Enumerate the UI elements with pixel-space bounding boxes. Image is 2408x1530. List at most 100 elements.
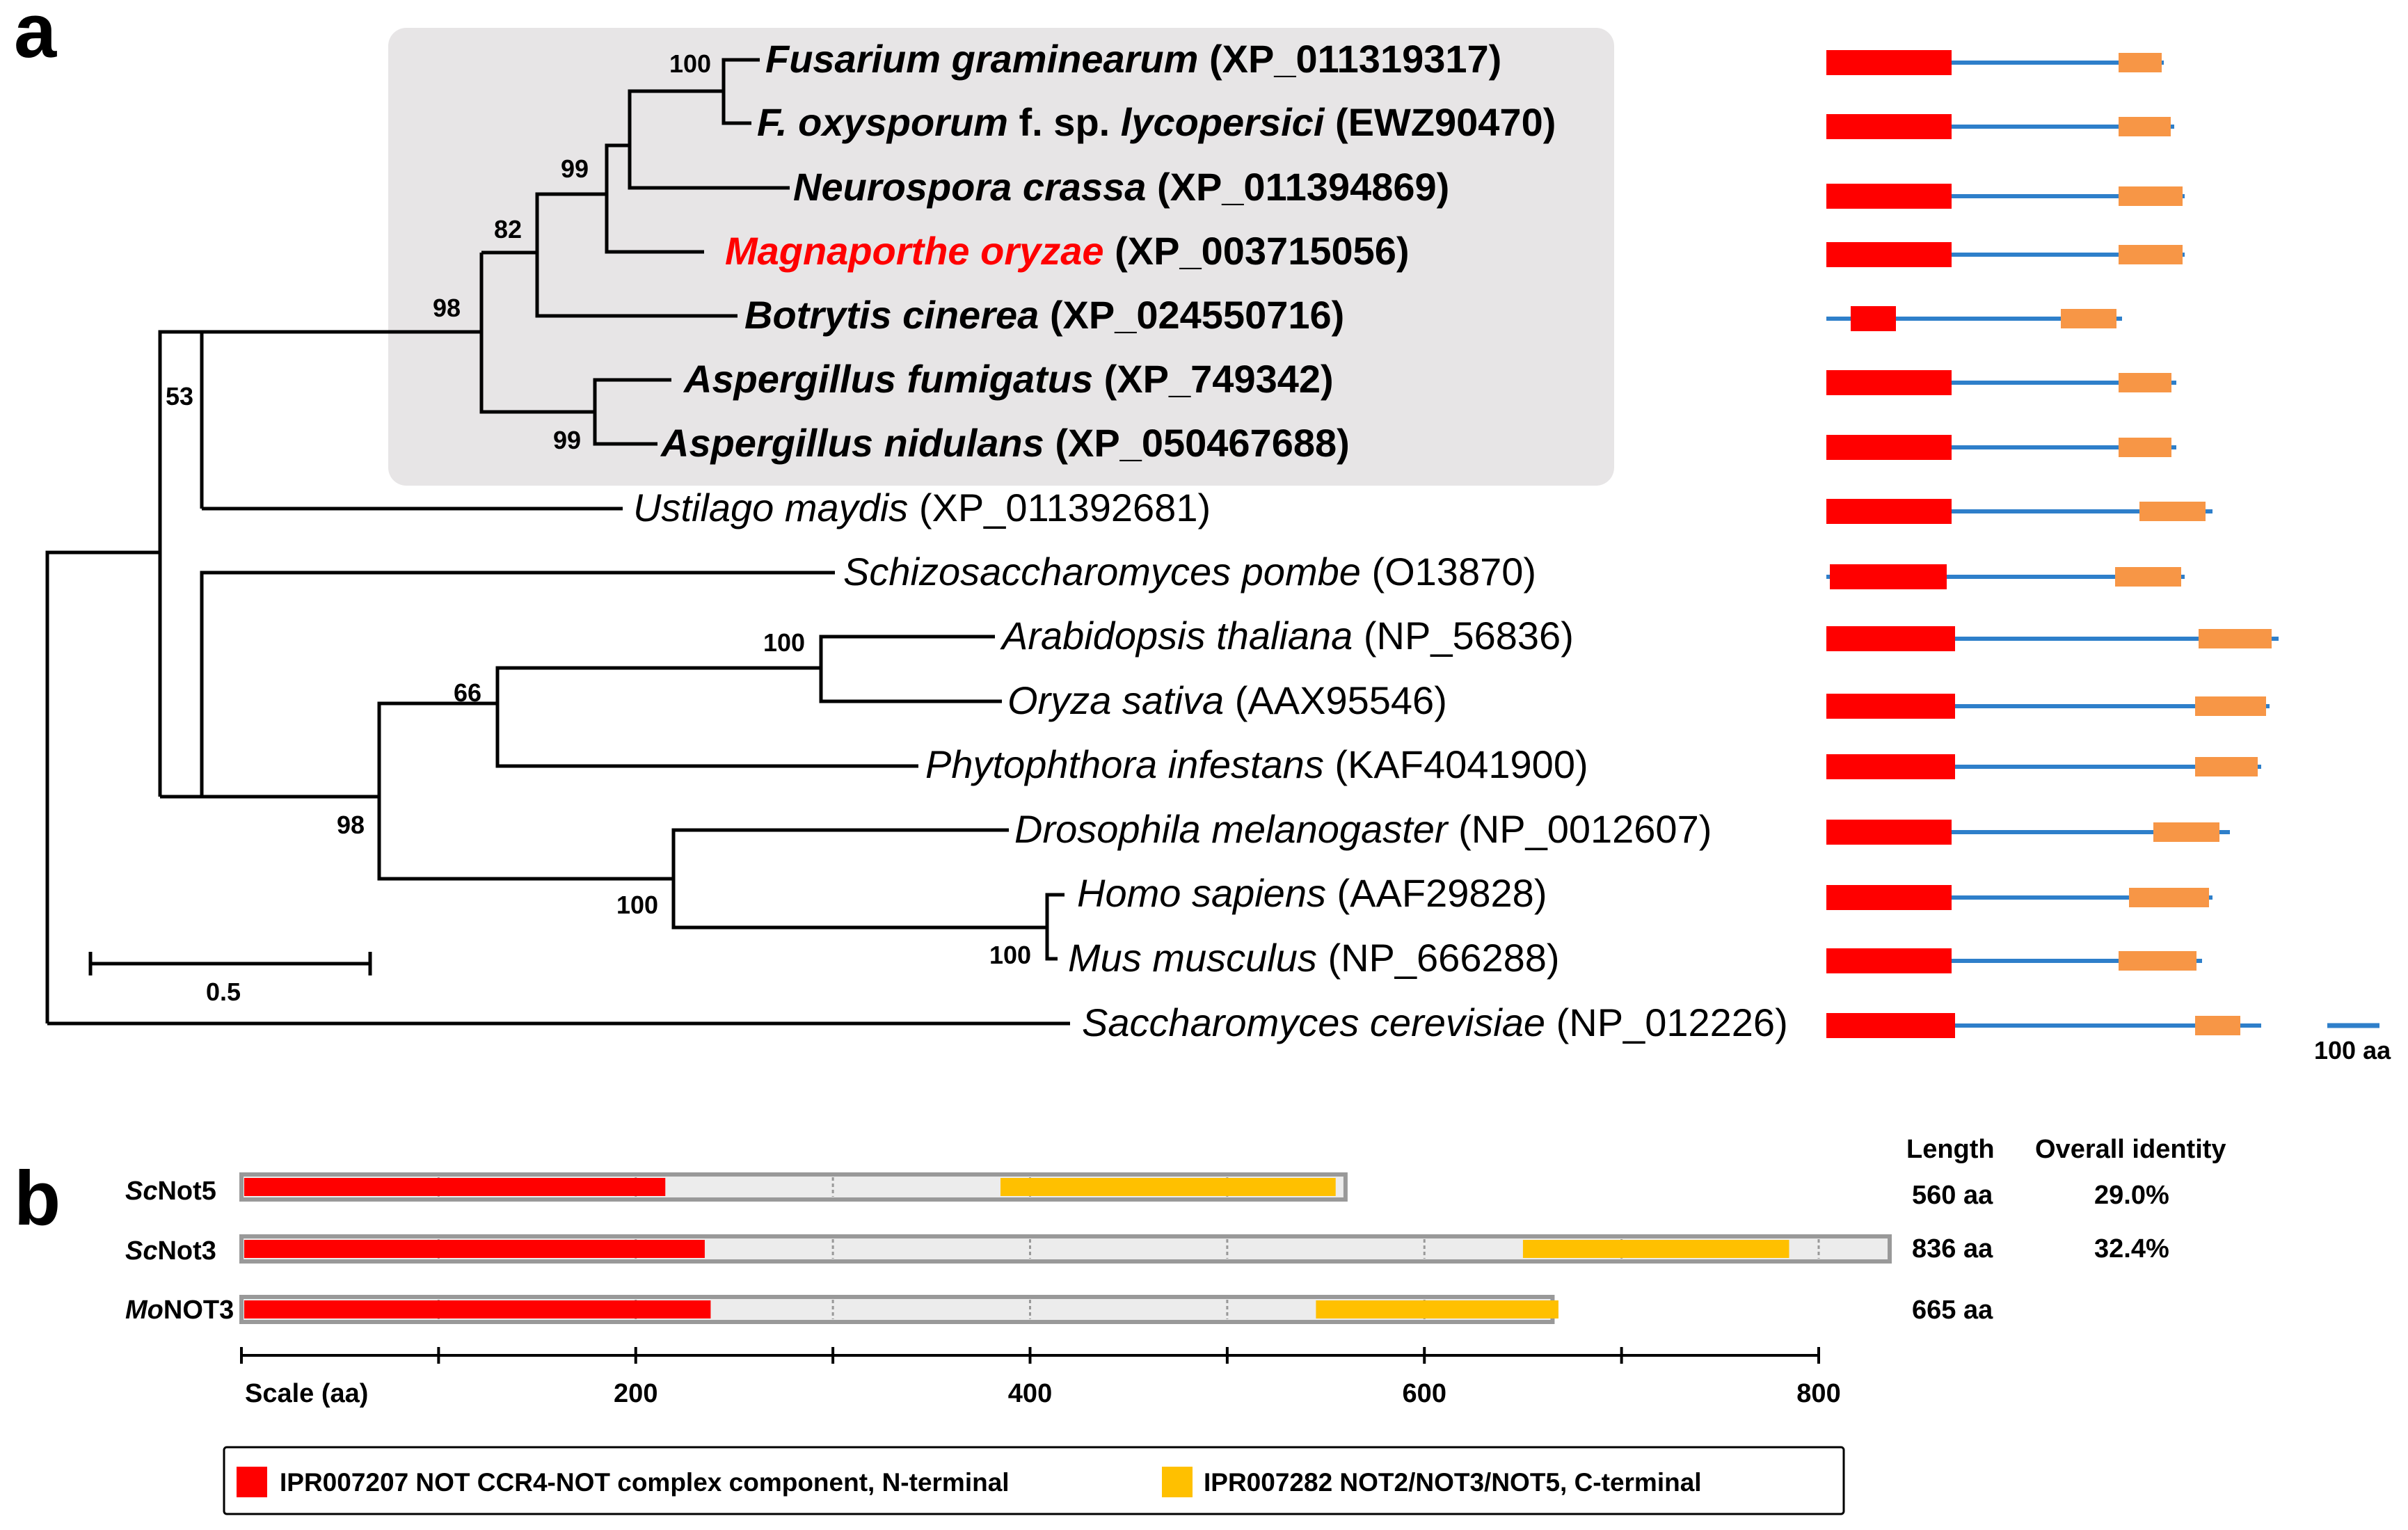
tree-branch — [158, 330, 202, 797]
n-terminal-domain — [1826, 114, 1952, 139]
axis-title: Scale (aa) — [245, 1379, 368, 1408]
taxon-label: Aspergillus nidulans (XP_050467688) — [660, 421, 1350, 465]
domain-row — [1826, 885, 2212, 910]
tree-branch — [819, 668, 1002, 703]
protein-label-scnot3: ScNot3 — [125, 1236, 216, 1266]
tree-scale-bar: 0.5 — [88, 952, 372, 1006]
identity-header: Overall identity — [2035, 1135, 2226, 1164]
tree-branch — [377, 701, 497, 797]
c-terminal-domain — [2061, 309, 2116, 328]
legend-box — [223, 1446, 1845, 1515]
n-terminal-domain — [1826, 499, 1952, 524]
c-terminal-domain — [2119, 438, 2171, 457]
tree-branch — [605, 143, 630, 194]
protein-bars — [239, 1172, 1892, 1324]
axis-tick-label: 400 — [1008, 1379, 1052, 1408]
tree-branch — [593, 378, 671, 412]
c-terminal-domain — [1522, 1240, 1789, 1258]
c-terminal-domain — [2195, 1016, 2240, 1035]
domain-row — [1826, 50, 2164, 75]
domain-row — [1826, 754, 2261, 779]
panel-b: Length Overall identity ScNot5 ScNot3 Mo… — [125, 1135, 2226, 1515]
domain-row — [1826, 820, 2230, 845]
domain-row — [1826, 499, 2212, 524]
bootstrap-value: 99 — [553, 426, 581, 454]
c-terminal-domain — [2119, 245, 2183, 264]
n-terminal-domain — [244, 1240, 705, 1258]
tree-branch — [628, 89, 724, 145]
bootstrap-value: 98 — [433, 294, 461, 322]
bootstrap-value: 99 — [561, 154, 589, 183]
taxon-label: Schizosaccharomyces pombe (O13870) — [843, 550, 1536, 593]
tree-branch — [160, 571, 835, 799]
domain-row — [1826, 435, 2176, 460]
c-terminal-domain — [2115, 567, 2181, 587]
identity-value: 32.4% — [2094, 1234, 2169, 1264]
n-terminal-domain — [1826, 184, 1952, 209]
domain-row — [1826, 626, 2279, 651]
c-terminal-domain — [2119, 373, 2171, 392]
n-terminal-domain — [1826, 1013, 1955, 1038]
taxon-label: Botrytis cinerea (XP_024550716) — [744, 293, 1344, 337]
protein-label-monot3: MoNOT3 — [125, 1296, 234, 1325]
domain-row — [1826, 948, 2202, 973]
taxon-label: Saccharomyces cerevisiae (NP_012226) — [1082, 1001, 1788, 1044]
c-terminal-domain — [1316, 1300, 1558, 1318]
legend-label-c-terminal: IPR007282 NOT2/NOT3/NOT5, C-terminal — [1204, 1468, 1702, 1497]
taxon-label: Mus musculus (NP_666288) — [1068, 936, 1560, 980]
tree-branch — [671, 828, 1009, 879]
n-terminal-domain — [1826, 754, 1955, 779]
c-terminal-domain — [2199, 629, 2272, 648]
tree-branch — [1045, 893, 1065, 927]
domain-row — [1826, 114, 2174, 139]
n-terminal-domain — [1826, 242, 1952, 267]
identity-value: 29.0% — [2094, 1181, 2169, 1210]
taxon-label: Aspergillus fumigatus (XP_749342) — [683, 357, 1334, 401]
tree-branch — [721, 58, 760, 91]
taxa-labels: Fusarium graminearum (XP_011319317) F. o… — [633, 37, 1788, 1044]
tree-branch — [1045, 927, 1058, 961]
domain-row — [1826, 564, 2185, 589]
taxon-label: Fusarium graminearum (XP_011319317) — [765, 37, 1501, 81]
tree-branch — [495, 666, 821, 703]
n-terminal-domain — [1826, 948, 1952, 973]
tree-branch — [377, 797, 673, 881]
scale-axis: Scale (aa) 200 400 600 800 — [240, 1347, 1841, 1408]
n-terminal-domain — [244, 1178, 666, 1196]
length-value: 560 aa — [1912, 1181, 1993, 1210]
panel-a-label: a — [14, 0, 57, 74]
phylogenetic-tree — [45, 58, 1070, 1026]
n-terminal-domain — [1826, 435, 1952, 460]
domain-row — [1826, 1013, 2261, 1038]
c-terminal-domain — [2195, 757, 2258, 776]
tree-branch — [495, 703, 918, 768]
domain-scale-label: 100 aa — [2314, 1036, 2391, 1065]
length-value: 836 aa — [1912, 1234, 1993, 1264]
c-terminal-domain — [2129, 888, 2209, 907]
bootstrap-value: 100 — [616, 891, 658, 919]
legend-label-n-terminal: IPR007207 NOT CCR4-NOT complex component… — [280, 1468, 1010, 1497]
taxon-label: Arabidopsis thaliana (NP_56836) — [1000, 614, 1574, 658]
axis-tick-label: 200 — [614, 1379, 657, 1408]
bootstrap-value: 100 — [763, 628, 805, 657]
n-terminal-domain — [1830, 564, 1947, 589]
bootstrap-value: 100 — [669, 49, 711, 78]
legend-swatch-n-terminal — [237, 1467, 267, 1497]
c-terminal-domain — [2195, 696, 2266, 716]
c-terminal-domain — [2153, 822, 2219, 842]
tree-branch — [671, 879, 1047, 930]
n-terminal-domain — [244, 1300, 711, 1318]
taxon-label: Magnaporthe oryzae (XP_003715056) — [725, 229, 1410, 273]
c-terminal-domain — [2119, 186, 2183, 206]
tree-branch — [593, 412, 657, 446]
domain-row — [1826, 242, 2185, 267]
taxon-label: Phytophthora infestans (KAF4041900) — [925, 742, 1588, 786]
tree-branch — [45, 550, 160, 1023]
taxon-label: Drosophila melanogaster (NP_0012607) — [1014, 807, 1712, 851]
tree-branch — [481, 250, 737, 318]
n-terminal-domain — [1826, 885, 1952, 910]
clade-highlight-box — [388, 28, 1614, 486]
tree-branch — [721, 91, 751, 125]
n-terminal-domain — [1851, 306, 1896, 331]
domain-row — [1826, 694, 2270, 719]
